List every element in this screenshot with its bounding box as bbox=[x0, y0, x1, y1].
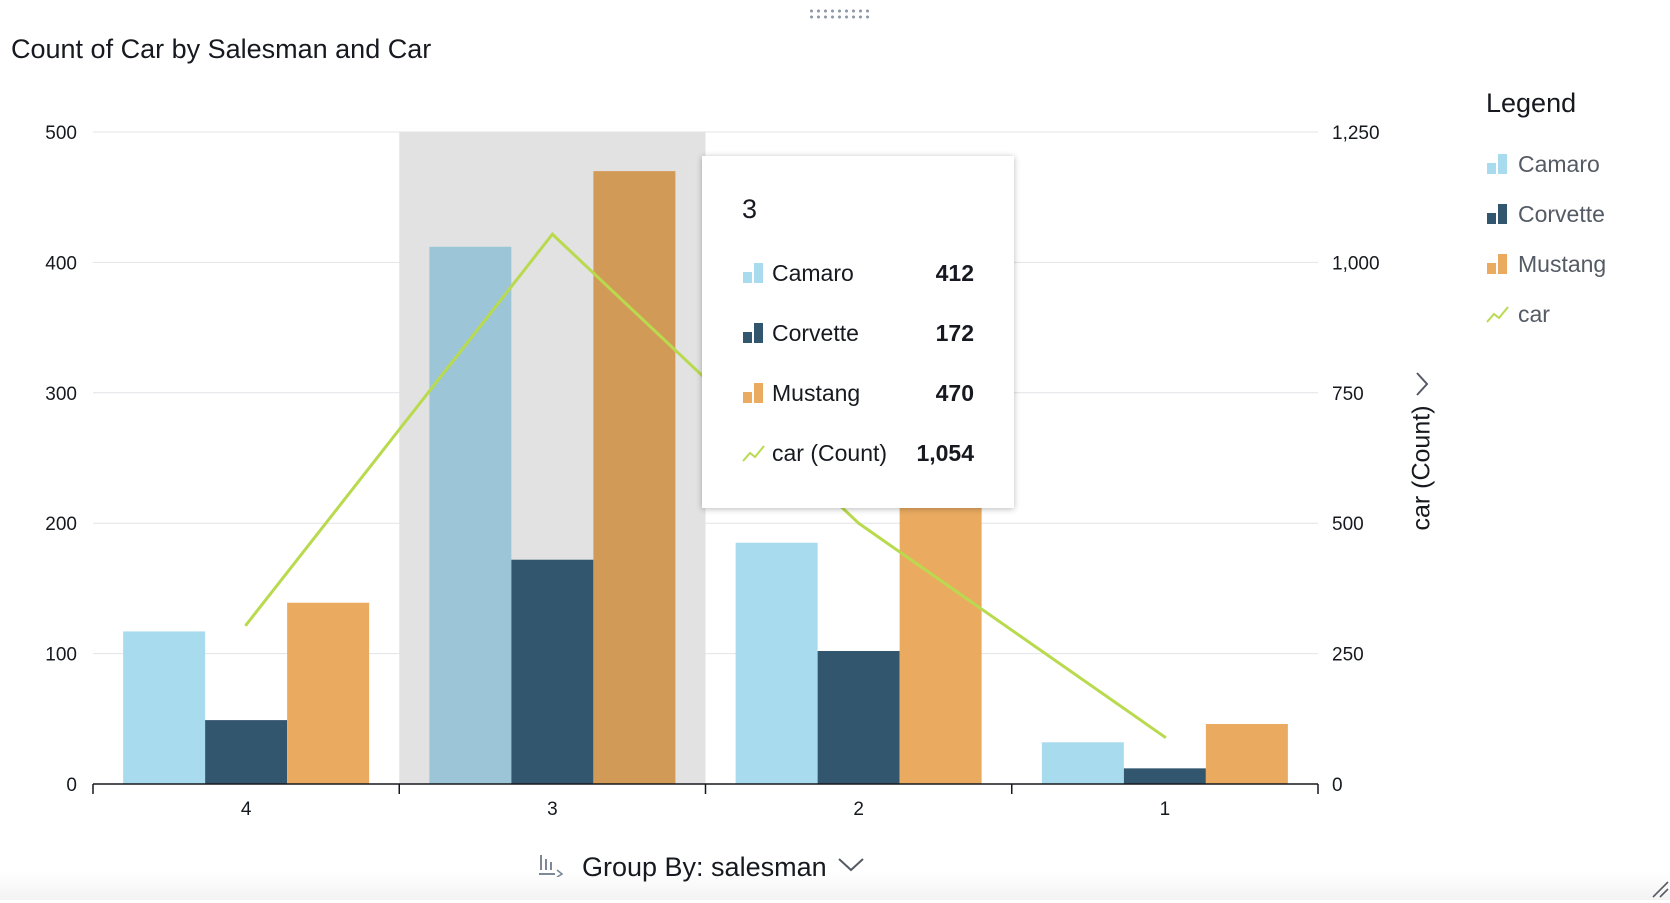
bar-swatch-icon bbox=[1487, 254, 1507, 274]
tooltip-row: Corvette 172 bbox=[742, 303, 974, 363]
tooltip-title: 3 bbox=[742, 194, 758, 224]
legend-item-car[interactable]: car bbox=[1486, 289, 1656, 339]
chevron-down-icon bbox=[837, 856, 865, 879]
x-axis-ticks: 4 3 2 1 bbox=[241, 799, 1170, 820]
line-point bbox=[1163, 735, 1167, 739]
y-tick-label: 400 bbox=[45, 253, 77, 274]
tooltip-row-value: 412 bbox=[935, 259, 974, 286]
axes bbox=[92, 783, 1319, 794]
footer-bar bbox=[0, 872, 1670, 900]
resize-handle-icon[interactable] bbox=[1651, 880, 1669, 903]
bar-mustang-3 bbox=[593, 171, 676, 784]
x-tick-label: 1 bbox=[1160, 799, 1171, 820]
chart-title: Count of Car by Salesman and Car bbox=[11, 34, 432, 64]
y-tick-label: 200 bbox=[45, 514, 77, 535]
legend: Legend Camaro Corvette Mustang car bbox=[1486, 88, 1656, 339]
group-by-dropdown[interactable]: Group By: salesman bbox=[538, 848, 865, 886]
bar-corvette-4 bbox=[205, 720, 288, 784]
y-tick-label: 100 bbox=[45, 645, 77, 666]
tooltip-row-label: car (Count) bbox=[772, 439, 888, 466]
legend-item-label: Camaro bbox=[1518, 150, 1600, 177]
legend-item-label: Corvette bbox=[1518, 200, 1605, 227]
chevron-right-icon[interactable] bbox=[1414, 370, 1430, 403]
y-tick-label: 300 bbox=[45, 384, 77, 405]
y-tick-label: 0 bbox=[66, 775, 77, 796]
y2-axis-label: car (Count) bbox=[1407, 405, 1436, 531]
chart-tooltip: 3 Camaro 412 Corvette 172 Mustang 470 car (Cou… bbox=[702, 156, 1014, 508]
y2-tick-label: 1,250 bbox=[1332, 123, 1380, 144]
bar-camaro-4 bbox=[123, 631, 206, 784]
tooltip-row: Mustang 470 bbox=[742, 363, 974, 423]
bar-mustang-2 bbox=[899, 506, 982, 784]
legend-title: Legend bbox=[1486, 88, 1577, 118]
tooltip-row: car (Count) 1,054 bbox=[742, 423, 974, 483]
bar-swatch-icon bbox=[1487, 154, 1507, 174]
line-point bbox=[857, 521, 861, 525]
tooltip-row-label: Mustang bbox=[772, 379, 861, 406]
tooltip-row-value: 1,054 bbox=[916, 439, 974, 466]
y-tick-label: 500 bbox=[45, 123, 77, 144]
bar-camaro-1 bbox=[1041, 742, 1124, 784]
bar-swatch-icon bbox=[1487, 204, 1507, 224]
group-by-icon bbox=[538, 853, 564, 882]
line-point bbox=[244, 623, 248, 627]
tooltip-row: Camaro 412 bbox=[742, 243, 974, 303]
bar-camaro-3 bbox=[429, 246, 512, 784]
line-point bbox=[550, 232, 554, 236]
legend-item-label: car bbox=[1518, 300, 1550, 327]
group-by-label: Group By: salesman bbox=[582, 851, 827, 882]
legend-item-label: Mustang bbox=[1518, 250, 1607, 277]
bar-corvette-1 bbox=[1123, 768, 1206, 784]
y2-tick-label: 0 bbox=[1332, 775, 1343, 796]
y2-tick-label: 1,000 bbox=[1332, 253, 1380, 274]
tooltip-row-label: Corvette bbox=[772, 319, 859, 346]
bar-mustang-1 bbox=[1205, 724, 1288, 784]
bar-swatch-icon bbox=[743, 263, 763, 283]
line-swatch-icon bbox=[1486, 306, 1509, 323]
drag-handle[interactable] bbox=[808, 8, 870, 21]
bars bbox=[123, 171, 1288, 784]
bar-camaro-2 bbox=[735, 542, 818, 784]
bar-corvette-2 bbox=[817, 650, 900, 784]
y-axis-left-ticks: 0 100 200 300 400 500 bbox=[45, 123, 77, 796]
legend-item-camaro[interactable]: Camaro bbox=[1486, 139, 1656, 189]
y2-tick-label: 250 bbox=[1332, 645, 1364, 666]
line-swatch-icon bbox=[742, 445, 765, 462]
y2-tick-label: 750 bbox=[1332, 384, 1364, 405]
bar-swatch-icon bbox=[743, 323, 763, 343]
x-tick-label: 2 bbox=[853, 799, 864, 820]
legend-item-corvette[interactable]: Corvette bbox=[1486, 189, 1656, 239]
bar-corvette-3 bbox=[511, 559, 594, 784]
tooltip-row-value: 470 bbox=[935, 379, 974, 406]
x-tick-label: 3 bbox=[547, 799, 558, 820]
tooltip-row-label: Camaro bbox=[772, 259, 854, 286]
y2-tick-label: 500 bbox=[1332, 514, 1364, 535]
bar-mustang-4 bbox=[287, 602, 370, 784]
bar-swatch-icon bbox=[743, 383, 763, 403]
legend-item-mustang[interactable]: Mustang bbox=[1486, 239, 1656, 289]
tooltip-row-value: 172 bbox=[935, 319, 974, 346]
y-axis-right-ticks: 0 250 500 750 1,000 1,250 bbox=[1332, 123, 1380, 796]
x-tick-label: 4 bbox=[241, 799, 252, 820]
